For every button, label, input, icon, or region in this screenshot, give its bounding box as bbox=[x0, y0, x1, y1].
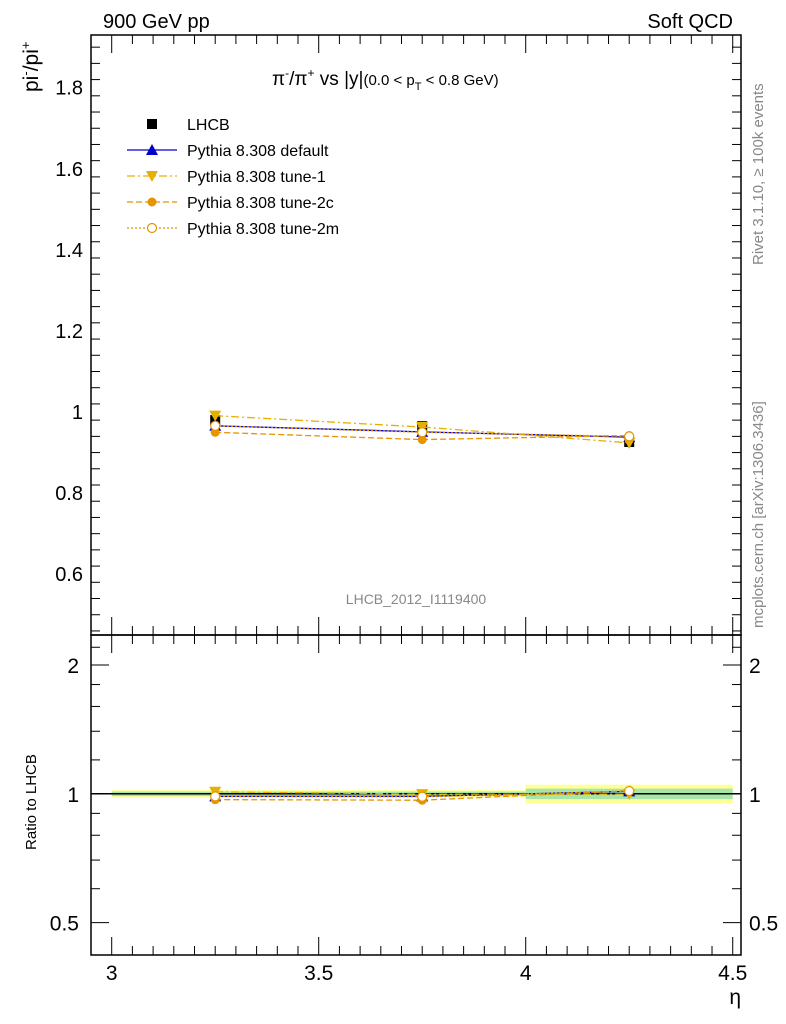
x-axis-label: η bbox=[729, 986, 741, 1009]
ratio-data-point bbox=[210, 791, 221, 802]
ratio-data-point bbox=[417, 791, 428, 802]
legend-marker bbox=[147, 119, 157, 129]
main-ylabel: pi-/pi+ bbox=[18, 42, 43, 92]
xtick-label: 3.5 bbox=[304, 962, 333, 985]
analysis-label: LHCB_2012_I1119400 bbox=[346, 591, 487, 607]
rivet-label: Rivet 3.1.10, ≥ 100k events bbox=[750, 83, 767, 265]
data-point bbox=[623, 437, 636, 449]
ratio-panel-frame bbox=[90, 634, 742, 956]
xtick-label: 3 bbox=[106, 962, 118, 985]
main-ytick-label: 1.4 bbox=[55, 240, 83, 262]
xtick-label: 4.5 bbox=[718, 962, 747, 985]
ratio-ylabel: Ratio to LHCB bbox=[23, 754, 40, 850]
ratio-ytick-label-left: 2 bbox=[67, 655, 79, 678]
legend: LHCB Pythia 8.308 default Pythia 8.308 tun… bbox=[127, 117, 339, 238]
data-point bbox=[417, 427, 428, 438]
series-line bbox=[215, 425, 630, 438]
data-point bbox=[417, 435, 427, 445]
main-ytick-label: 1.2 bbox=[55, 321, 83, 343]
main-ytick-label: 1 bbox=[72, 402, 83, 424]
main-ytick-label: 0.8 bbox=[55, 483, 83, 505]
data-point bbox=[624, 431, 635, 442]
legend-marker bbox=[146, 171, 158, 182]
header-right-label: Soft QCD bbox=[647, 11, 733, 33]
legend-entry-label: Pythia 8.308 tune-2c bbox=[187, 195, 334, 212]
legend-marker bbox=[147, 197, 157, 207]
legend-marker bbox=[146, 222, 158, 234]
header-left-label: 900 GeV pp bbox=[103, 11, 210, 33]
main-ytick-label: 1.6 bbox=[55, 159, 83, 181]
ratio-ytick-label-left: 0.5 bbox=[50, 913, 79, 936]
legend-entry-label: Pythia 8.308 default bbox=[187, 143, 329, 160]
legend-entry-label: Pythia 8.308 tune-2m bbox=[187, 221, 339, 238]
ratio-series-line bbox=[215, 791, 630, 795]
data-point bbox=[210, 420, 221, 431]
main-title: π-/π+ vs |y|(0.0 < pT < 0.8 GeV) bbox=[272, 66, 499, 93]
series-line bbox=[215, 415, 630, 444]
legend-marker bbox=[146, 144, 158, 155]
mcplots-label: mcplots.cern.ch [arXiv:1306.3436] bbox=[750, 401, 767, 628]
legend-entry-label: LHCB bbox=[187, 117, 230, 134]
ratio-ytick-label-right: 2 bbox=[749, 655, 761, 678]
ratio-ytick-label-right: 1 bbox=[749, 784, 761, 807]
ratio-ytick-label-right: 0.5 bbox=[749, 913, 778, 936]
ratio-series-line bbox=[215, 790, 630, 798]
ratio-data-point bbox=[624, 785, 635, 797]
legend-entry-label: Pythia 8.308 tune-1 bbox=[187, 169, 326, 186]
ratio-ytick-label-left: 1 bbox=[67, 784, 79, 807]
data-point bbox=[209, 410, 222, 422]
main-ytick-label: 0.6 bbox=[55, 564, 83, 586]
xtick-label: 4 bbox=[520, 962, 532, 985]
main-ytick-label: 1.8 bbox=[55, 78, 83, 100]
